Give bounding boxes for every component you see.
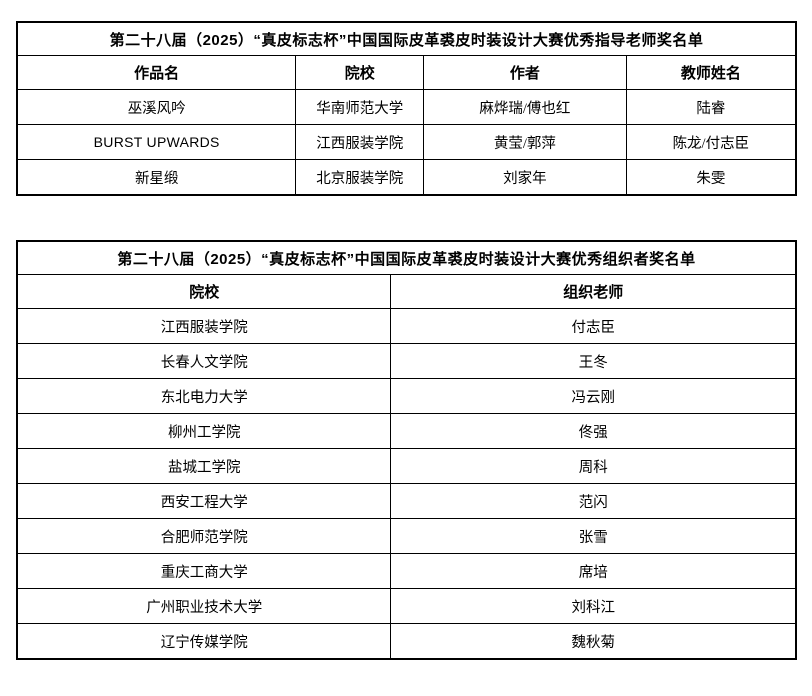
table-cell: 张雪 (390, 518, 797, 554)
table-cell: 江西服装学院 (16, 308, 392, 344)
table-cell: 重庆工商大学 (16, 553, 392, 589)
column-header: 院校 (16, 274, 392, 309)
table-cell: 辽宁传媒学院 (16, 623, 392, 660)
table-cell: 佟强 (390, 413, 797, 449)
table-cell: 广州职业技术大学 (16, 588, 392, 624)
table-title-row: 第二十八届（2025）“真皮标志杯”中国国际皮革裘皮时装设计大赛优秀组织者奖名单 (16, 240, 797, 275)
table-cell: 范闪 (390, 483, 797, 519)
table-cell: 付志臣 (390, 308, 797, 344)
table-cell: 刘科江 (390, 588, 797, 624)
column-header: 教师姓名 (625, 55, 797, 90)
column-header: 作品名 (16, 55, 297, 90)
table-cell: 朱雯 (625, 159, 797, 196)
table-row: 柳州工学院 佟强 (16, 413, 797, 449)
table-cell: 黄莹/郭萍 (423, 124, 627, 160)
header-row: 院校 组织老师 (16, 274, 797, 309)
table-cell: 魏秋菊 (390, 623, 797, 660)
table-row: 巫溪风吟 华南师范大学 麻烨瑞/傅也红 陆睿 (16, 89, 797, 125)
table-row: 广州职业技术大学 刘科江 (16, 588, 797, 624)
table-cell: 江西服装学院 (295, 124, 425, 160)
table-row: 辽宁传媒学院 魏秋菊 (16, 623, 797, 660)
table-row: 江西服装学院 付志臣 (16, 308, 797, 344)
table-cell: 麻烨瑞/傅也红 (423, 89, 627, 125)
table-row: 东北电力大学 冯云刚 (16, 378, 797, 414)
header-row: 作品名 院校 作者 教师姓名 (16, 55, 797, 90)
document-page: 第二十八届（2025）“真皮标志杯”中国国际皮革裘皮时装设计大赛优秀指导老师奖名… (0, 21, 812, 696)
table-row: 新星缎 北京服装学院 刘家年 朱雯 (16, 159, 797, 196)
table-row: 长春人文学院 王冬 (16, 343, 797, 379)
table-row: 重庆工商大学 席培 (16, 553, 797, 589)
table-row: BURST UPWARDS 江西服装学院 黄莹/郭萍 陈龙/付志臣 (16, 124, 797, 160)
table-cell: 巫溪风吟 (16, 89, 297, 125)
table-cell: 东北电力大学 (16, 378, 392, 414)
table-row: 西安工程大学 范闪 (16, 483, 797, 519)
table-cell: 新星缎 (16, 159, 297, 196)
table-cell: 陆睿 (625, 89, 797, 125)
table-title-row: 第二十八届（2025）“真皮标志杯”中国国际皮革裘皮时装设计大赛优秀指导老师奖名… (16, 21, 797, 56)
table-cell: 王冬 (390, 343, 797, 379)
table-row: 合肥师范学院 张雪 (16, 518, 797, 554)
table-title: 第二十八届（2025）“真皮标志杯”中国国际皮革裘皮时装设计大赛优秀组织者奖名单 (16, 240, 797, 275)
organizer-award-table: 第二十八届（2025）“真皮标志杯”中国国际皮革裘皮时装设计大赛优秀组织者奖名单… (16, 240, 797, 660)
table-cell: 刘家年 (423, 159, 627, 196)
column-header: 作者 (423, 55, 627, 90)
table-cell: 长春人文学院 (16, 343, 392, 379)
column-header: 组织老师 (390, 274, 797, 309)
table-cell: 西安工程大学 (16, 483, 392, 519)
table-cell: 合肥师范学院 (16, 518, 392, 554)
table-cell: 周科 (390, 448, 797, 484)
table-row: 盐城工学院 周科 (16, 448, 797, 484)
table-cell: 盐城工学院 (16, 448, 392, 484)
table-cell: 冯云刚 (390, 378, 797, 414)
table-title: 第二十八届（2025）“真皮标志杯”中国国际皮革裘皮时装设计大赛优秀指导老师奖名… (16, 21, 797, 56)
table-cell: 华南师范大学 (295, 89, 425, 125)
table-cell: BURST UPWARDS (16, 124, 297, 160)
guidance-teacher-award-table: 第二十八届（2025）“真皮标志杯”中国国际皮革裘皮时装设计大赛优秀指导老师奖名… (16, 21, 797, 196)
table-cell: 北京服装学院 (295, 159, 425, 196)
table-cell: 陈龙/付志臣 (625, 124, 797, 160)
column-header: 院校 (295, 55, 425, 90)
table-cell: 柳州工学院 (16, 413, 392, 449)
table-cell: 席培 (390, 553, 797, 589)
